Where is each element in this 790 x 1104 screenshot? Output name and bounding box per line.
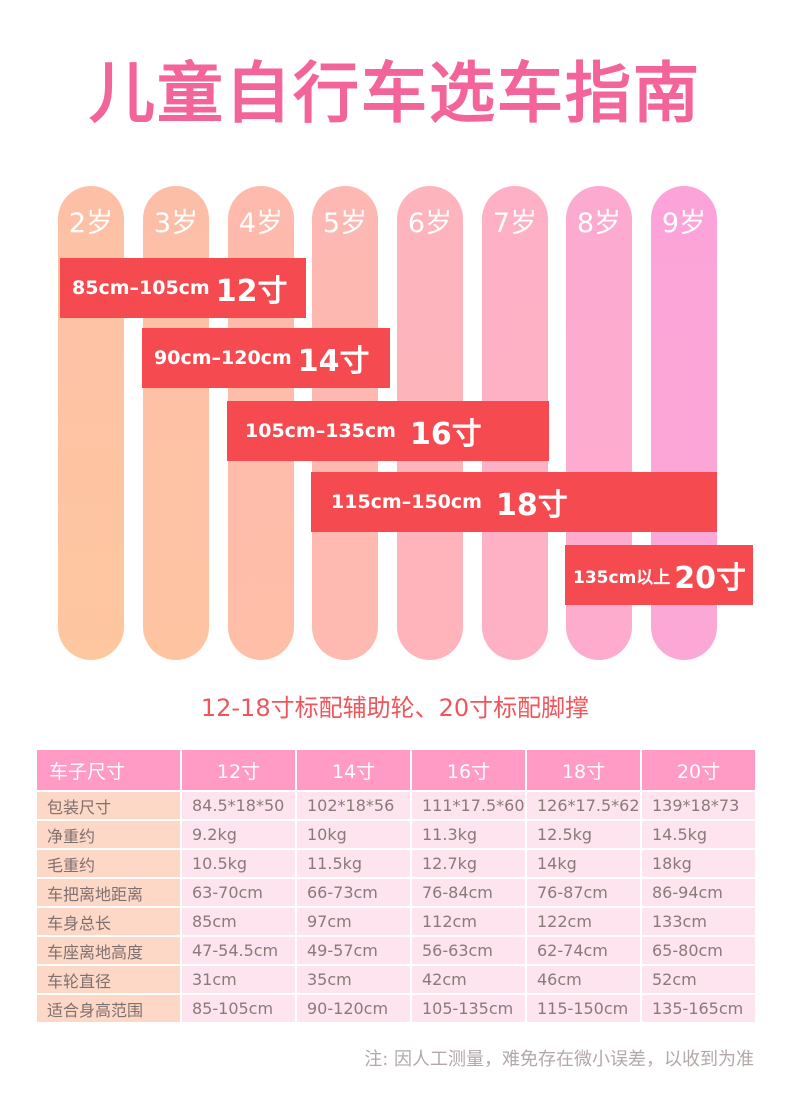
- size-bar-20: 135cm以上 20寸: [565, 545, 753, 605]
- table-cell: 10.5kg: [182, 850, 295, 877]
- table-row: 毛重约 10.5kg 11.5kg 12.7kg 14kg 18kg: [37, 850, 755, 877]
- age-label: 7岁: [492, 208, 538, 239]
- age-label: 9岁: [661, 208, 707, 239]
- table-cell: 85-105cm: [182, 995, 295, 1022]
- table-cell: 76-84cm: [412, 879, 525, 906]
- table-cell: 105-135cm: [412, 995, 525, 1022]
- table-cell: 86-94cm: [642, 879, 755, 906]
- table-cell: 49-57cm: [297, 937, 410, 964]
- table-cell: 102*18*56: [297, 792, 410, 819]
- table-cell: 11.3kg: [412, 821, 525, 848]
- table-header-cell: 12寸: [182, 750, 295, 790]
- bike-size: 12寸: [215, 274, 288, 309]
- table-row: 净重约 9.2kg 10kg 11.3kg 12.5kg 14.5kg: [37, 821, 755, 848]
- table-header-cell: 16寸: [412, 750, 525, 790]
- table-cell: 42cm: [412, 966, 525, 993]
- table-cell: 139*18*73: [642, 792, 755, 819]
- table-cell: 14.5kg: [642, 821, 755, 848]
- table-row: 车轮直径 31cm 35cm 42cm 46cm 52cm: [37, 966, 755, 993]
- table-cell: 46cm: [527, 966, 640, 993]
- table-cell: 11.5kg: [297, 850, 410, 877]
- table-header-cell: 20寸: [642, 750, 755, 790]
- table-cell: 90-120cm: [297, 995, 410, 1022]
- table-header-cell: 14寸: [297, 750, 410, 790]
- table-cell: 47-54.5cm: [182, 937, 295, 964]
- bike-size: 16寸: [409, 417, 482, 452]
- table-header-row: 车子尺寸 12寸 14寸 16寸 18寸 20寸: [37, 750, 755, 790]
- table-cell: 111*17.5*60: [412, 792, 525, 819]
- page-title: 儿童自行车选车指南: [89, 55, 701, 132]
- table-cell: 10kg: [297, 821, 410, 848]
- table-cell: 31cm: [182, 966, 295, 993]
- accessory-note: 12-18寸标配辅助轮、20寸标配脚撑: [200, 694, 590, 722]
- height-range: 85cm–105cm: [72, 277, 210, 299]
- table-cell: 66-73cm: [297, 879, 410, 906]
- age-label: 3岁: [153, 208, 199, 239]
- table-cell: 126*17.5*62.5: [527, 792, 640, 819]
- table-header-cell: 18寸: [527, 750, 640, 790]
- row-label: 净重约: [37, 821, 180, 848]
- spec-table: 车子尺寸 12寸 14寸 16寸 18寸 20寸 包装尺寸 84.5*18*50 1…: [35, 748, 757, 1024]
- table-row: 车身总长 85cm 97cm 112cm 122cm 133cm: [37, 908, 755, 935]
- bike-size: 14寸: [297, 344, 370, 379]
- bike-size: 20寸: [674, 561, 747, 596]
- table-cell: 62-74cm: [527, 937, 640, 964]
- table-cell: 122cm: [527, 908, 640, 935]
- table-cell: 12.7kg: [412, 850, 525, 877]
- age-label: 2岁: [68, 208, 114, 239]
- row-label: 车座离地高度: [37, 937, 180, 964]
- table-cell: 85cm: [182, 908, 295, 935]
- size-bar-14: 90cm–120cm 14寸: [142, 328, 390, 388]
- table-cell: 52cm: [642, 966, 755, 993]
- age-label: 6岁: [407, 208, 453, 239]
- row-label: 车把离地距离: [37, 879, 180, 906]
- row-label: 毛重约: [37, 850, 180, 877]
- table-cell: 115-150cm: [527, 995, 640, 1022]
- table-cell: 12.5kg: [527, 821, 640, 848]
- table-cell: 84.5*18*50: [182, 792, 295, 819]
- row-label: 车身总长: [37, 908, 180, 935]
- age-label: 5岁: [322, 208, 368, 239]
- height-range: 90cm–120cm: [154, 347, 292, 369]
- table-cell: 18kg: [642, 850, 755, 877]
- table-cell: 76-87cm: [527, 879, 640, 906]
- footer-disclaimer: 注: 因人工测量，难免存在微小误差，以收到为准: [364, 1049, 754, 1070]
- table-cell: 63-70cm: [182, 879, 295, 906]
- table-row: 车把离地距离 63-70cm 66-73cm 76-84cm 76-87cm 86-94c…: [37, 879, 755, 906]
- row-label: 适合身高范围: [37, 995, 180, 1022]
- table-cell: 35cm: [297, 966, 410, 993]
- table-cell: 133cm: [642, 908, 755, 935]
- height-range: 135cm以上: [573, 567, 671, 588]
- table-cell: 9.2kg: [182, 821, 295, 848]
- row-label: 包装尺寸: [37, 792, 180, 819]
- age-label: 8岁: [576, 208, 622, 239]
- age-label: 4岁: [238, 208, 284, 239]
- size-bar-18: 115cm–150cm 18寸: [311, 472, 717, 532]
- table-row: 包装尺寸 84.5*18*50 102*18*56 111*17.5*60 126*17…: [37, 792, 755, 819]
- size-bar-16: 105cm–135cm 16寸: [227, 401, 549, 461]
- bike-size: 18寸: [495, 488, 568, 523]
- table-cell: 135-165cm: [642, 995, 755, 1022]
- table-cell: 112cm: [412, 908, 525, 935]
- height-range: 105cm–135cm: [245, 420, 396, 442]
- table-row: 车座离地高度 47-54.5cm 49-57cm 56-63cm 62-74cm 65-8…: [37, 937, 755, 964]
- size-bar-12: 85cm–105cm 12寸: [60, 258, 306, 318]
- table-cell: 65-80cm: [642, 937, 755, 964]
- table-cell: 14kg: [527, 850, 640, 877]
- height-range: 115cm–150cm: [331, 491, 482, 513]
- table-cell: 97cm: [297, 908, 410, 935]
- row-label: 车轮直径: [37, 966, 180, 993]
- table-header-cell: 车子尺寸: [37, 750, 180, 790]
- table-cell: 56-63cm: [412, 937, 525, 964]
- table-row: 适合身高范围 85-105cm 90-120cm 105-135cm 115-150cm…: [37, 995, 755, 1022]
